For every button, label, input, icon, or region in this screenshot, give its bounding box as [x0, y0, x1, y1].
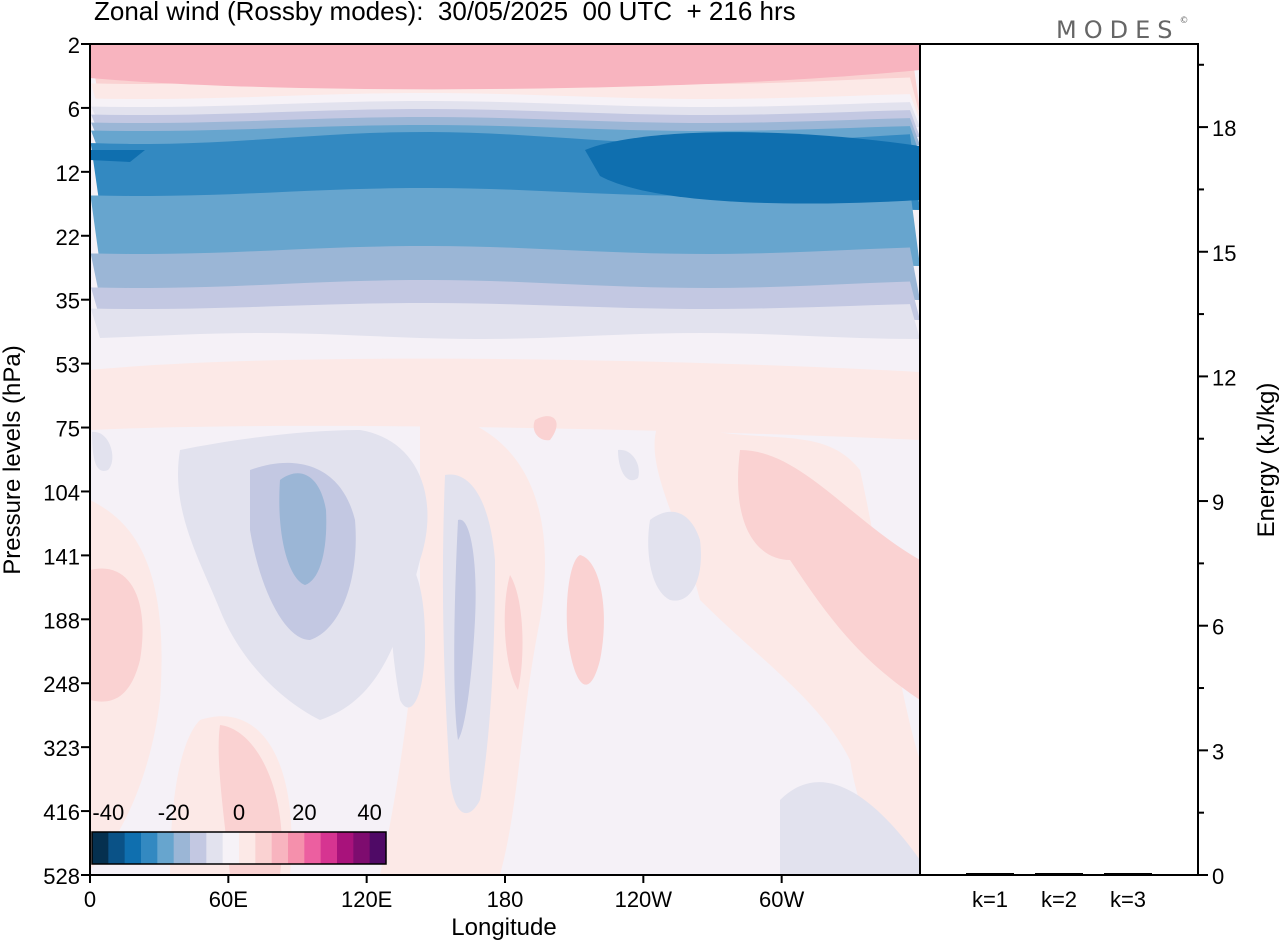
colorbar	[91, 831, 387, 865]
brand-copyright-mark: ©	[1179, 16, 1189, 26]
energy-bar	[1035, 873, 1083, 875]
wind-core	[585, 132, 920, 204]
colorbar-frame	[91, 831, 387, 865]
energy-panel-frame	[919, 43, 1199, 876]
longitude-tick-label: 60W	[759, 887, 804, 912]
longitude-tick-label: 0	[84, 887, 96, 912]
wind-region	[90, 358, 920, 440]
wind-region	[454, 519, 476, 740]
pressure-tick-label: 528	[43, 864, 80, 889]
energy-tick-label: 9	[1212, 490, 1224, 515]
brand-name: MODES	[1056, 16, 1180, 44]
pressure-tick-label: 104	[43, 480, 80, 505]
energy-tick-label: 18	[1212, 116, 1236, 141]
energy-axis-label: Energy (kJ/kg)	[1253, 383, 1280, 538]
energy-axis: 0 3 6 9 12 15 18	[1198, 63, 1236, 889]
longitude-tick-label: 180	[487, 887, 524, 912]
pressure-tick-label: 6	[68, 97, 80, 122]
energy-bars	[966, 873, 1152, 875]
pressure-tick-label: 35	[56, 289, 80, 314]
wavenumber-label: k=1	[972, 887, 1008, 912]
pressure-tick-label: 323	[43, 736, 80, 761]
longitude-tick-label: 120E	[341, 887, 392, 912]
pressure-tick-label: 53	[56, 353, 80, 378]
pressure-tick-label: 248	[43, 672, 80, 697]
colorbar-swatch	[141, 832, 158, 864]
wind-region	[92, 431, 113, 471]
pressure-tick-label: 188	[43, 608, 80, 633]
pressure-tick-label: 141	[43, 544, 80, 569]
colorbar-swatch	[92, 832, 109, 864]
colorbar-tick-label: -20	[158, 800, 190, 825]
wind-region	[279, 473, 327, 585]
energy-tick-label: 3	[1212, 739, 1224, 764]
wind-region	[738, 450, 920, 700]
y-axis-label: Pressure levels (hPa)	[0, 345, 26, 574]
longitude-axis: 0 60E 120E 180 120W 60W	[84, 875, 805, 912]
energy-tick-label: 0	[1212, 864, 1224, 889]
heatmap-bands	[90, 44, 920, 339]
colorbar-swatch	[369, 832, 387, 864]
colorbar-labels: -40 -20 0 20 40	[92, 800, 381, 825]
energy-tick-label: 6	[1212, 615, 1224, 640]
colorbar-swatch	[190, 832, 207, 864]
colorbar-tick-label: 20	[292, 800, 316, 825]
energy-bar	[966, 873, 1014, 875]
wavenumber-label: k=2	[1041, 887, 1077, 912]
colorbar-swatch	[337, 832, 354, 864]
colorbar-swatch	[108, 832, 126, 864]
pressure-axis: 2 6 12 22 35 53 75 104 141 188 248 323 416 528	[43, 33, 90, 889]
colorbar-swatch	[255, 832, 273, 864]
colorbar-swatch	[271, 832, 289, 864]
wind-region	[533, 416, 557, 441]
wavenumber-axis: k=1 k=2 k=3	[972, 887, 1146, 912]
pressure-tick-label: 2	[68, 33, 80, 58]
longitude-tick-label: 120W	[615, 887, 673, 912]
colorbar-swatch	[173, 832, 191, 864]
colorbar-swatch	[304, 832, 322, 864]
wind-region	[389, 556, 425, 708]
wind-region	[648, 511, 701, 601]
colorbar-swatch	[157, 832, 175, 864]
wind-region	[504, 575, 523, 690]
wind-region	[780, 782, 920, 875]
colorbar-tick-label: 40	[357, 800, 381, 825]
pressure-tick-label: 12	[56, 161, 80, 186]
wind-band	[90, 44, 920, 90]
colorbar-swatch	[239, 832, 256, 864]
energy-bar	[1104, 873, 1152, 875]
wind-region	[90, 568, 143, 702]
colorbar-swatch	[206, 832, 224, 864]
colorbar-swatch	[320, 832, 338, 864]
wind-core	[90, 150, 145, 162]
energy-tick-label: 12	[1212, 365, 1236, 390]
pressure-tick-label: 22	[56, 225, 80, 250]
colorbar-swatch	[288, 832, 305, 864]
brand-logo: MODES©	[1056, 16, 1188, 44]
pressure-tick-label: 75	[56, 417, 80, 442]
pressure-tick-label: 416	[43, 800, 80, 825]
wind-region	[618, 449, 639, 481]
wind-region	[566, 555, 604, 685]
colorbar-swatch	[124, 832, 142, 864]
wind-band	[90, 188, 920, 266]
energy-tick-label: 15	[1212, 241, 1236, 266]
x-axis-label: Longitude	[451, 914, 556, 941]
wind-band	[90, 303, 920, 339]
colorbar-swatch	[222, 832, 240, 864]
colorbar-swatch	[353, 832, 371, 864]
longitude-tick-label: 60E	[209, 887, 248, 912]
colorbar-tick-label: -40	[92, 800, 124, 825]
colorbar-tick-label: 0	[233, 800, 245, 825]
heatmap-plot	[90, 44, 920, 875]
chart-title: Zonal wind (Rossby modes): 30/05/2025 00…	[94, 0, 796, 26]
wavenumber-label: k=3	[1110, 887, 1146, 912]
